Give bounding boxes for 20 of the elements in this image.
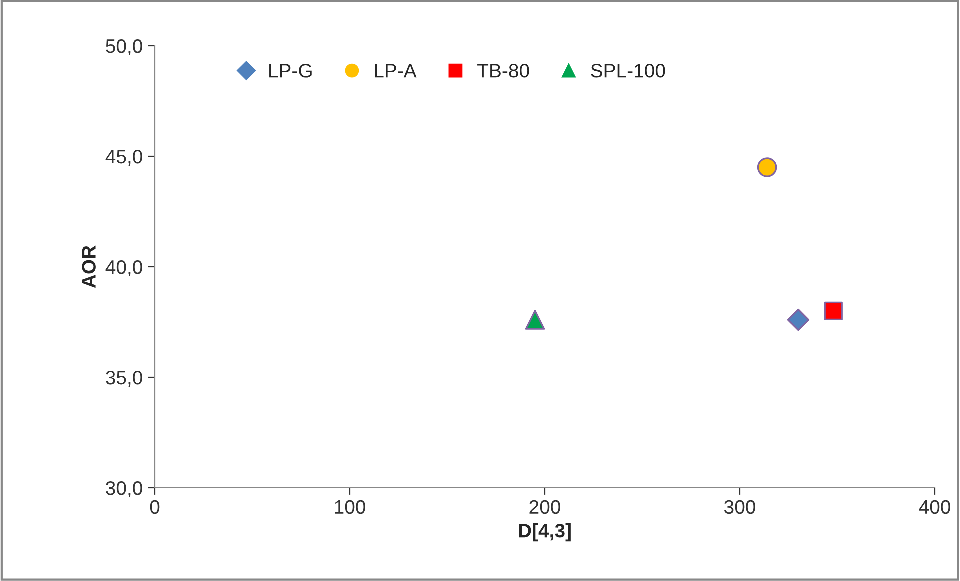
y-tick-label: 50,0: [106, 39, 142, 56]
legend-label: SPL-100: [591, 64, 666, 78]
x-tick-label: 0: [150, 500, 160, 514]
y-tick-label: 35,0: [106, 370, 142, 388]
legend-label: LP-A: [375, 64, 417, 78]
x-tick-label: 400: [919, 500, 950, 514]
point: [757, 158, 778, 178]
x-axis-title: D[4,3]: [519, 523, 571, 542]
point: [525, 310, 546, 330]
y-tick-label: 40,0: [106, 260, 142, 277]
point: [824, 302, 843, 321]
legend-label: TB-80: [478, 64, 530, 78]
y-tick-label: 45,0: [106, 150, 142, 166]
y-axis-title: AOR: [82, 246, 96, 288]
point: [787, 308, 810, 332]
x-tick-label: 200: [530, 500, 560, 514]
legend-label: LP-G: [270, 64, 312, 78]
x-tick-label: 300: [724, 500, 756, 514]
y-tick-label: 30,0: [106, 481, 142, 498]
x-tick-label: 100: [335, 500, 366, 514]
